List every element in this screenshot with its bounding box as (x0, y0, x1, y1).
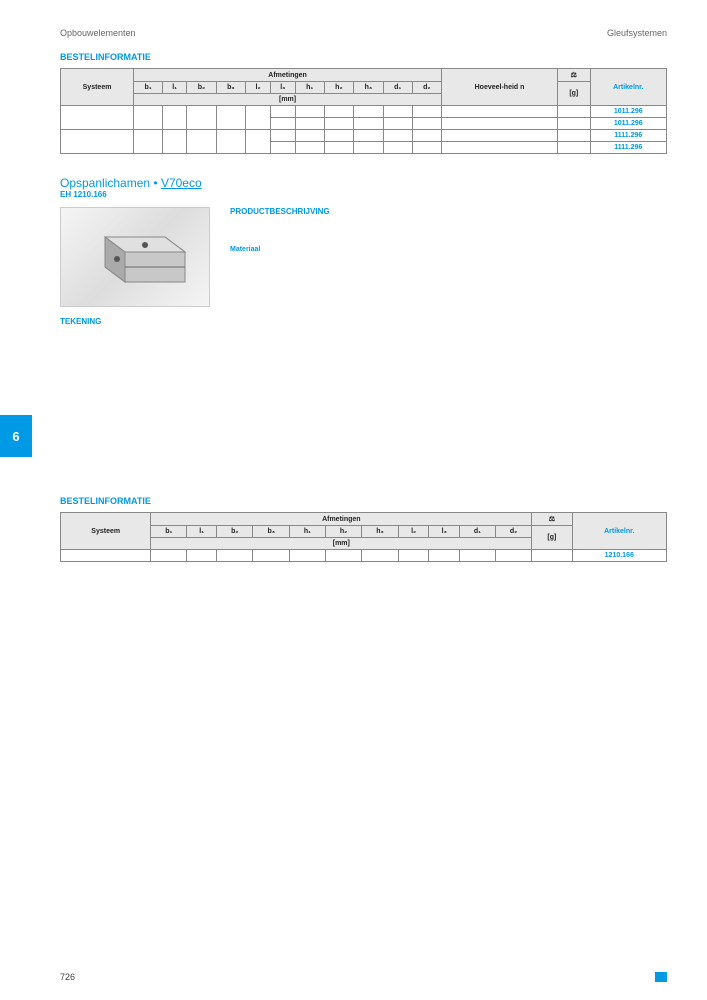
table-row: 1011.296 (61, 106, 667, 118)
t2-head-art: Artikelnr. (572, 513, 666, 550)
t1-head-system: Systeem (61, 69, 134, 106)
article-link[interactable]: 1011.296 (590, 118, 666, 130)
product-title: Opspanlichamen • V70eco (60, 176, 667, 190)
article-link[interactable]: 1111.296 (590, 142, 666, 154)
t1-head-art: Artikelnr. (590, 69, 666, 106)
t1-col: h₃ (354, 82, 384, 94)
t2-dim-unit: [mm] (151, 538, 532, 550)
t2-col: l₃ (429, 526, 460, 538)
t1-col: h₂ (324, 82, 353, 94)
tekening-head: TEKENING (60, 317, 667, 326)
t2-col: l₂ (398, 526, 428, 538)
article-link[interactable]: 1111.296 (590, 130, 666, 142)
t2-col: h₂ (325, 526, 361, 538)
section2-title: BESTELINFORMATIE (60, 496, 667, 506)
cube-icon (75, 217, 195, 297)
t1-head-afm: Afmetingen (134, 69, 442, 82)
product-title-pre: Opspanlichamen (60, 176, 150, 190)
product-title-sep: • (150, 176, 161, 190)
t1-head-weight: ⚖ (558, 69, 591, 82)
t2-col: d₁ (460, 526, 496, 538)
t2-col: h₃ (362, 526, 399, 538)
t1-col: l₃ (270, 82, 295, 94)
t2-col: b₃ (253, 526, 290, 538)
section1-title: BESTELINFORMATIE (60, 52, 667, 62)
article-link[interactable]: 1210.166 (572, 550, 666, 562)
t1-col: b₂ (187, 82, 216, 94)
t1-head-hoev: Hoeveel-heid n (442, 69, 558, 106)
header-left: Opbouwelementen (60, 28, 136, 38)
table-row: 1111.296 (61, 130, 667, 142)
page-footer: 726 (60, 972, 667, 982)
t2-col: b₂ (217, 526, 253, 538)
product-material-head: Materiaal (230, 246, 667, 253)
product-desc-head: PRODUCTBESCHRIJVING (230, 207, 667, 216)
product-title-link[interactable]: V70eco (161, 176, 202, 190)
page-header: Opbouwelementen Gleufsystemen (60, 28, 667, 38)
t1-col: b₃ (216, 82, 246, 94)
table2: Systeem Afmetingen ⚖ Artikelnr. b₁ l₁ b₂… (60, 512, 667, 562)
t2-col: b₁ (151, 526, 187, 538)
t1-col: l₂ (246, 82, 271, 94)
t1-weight-unit: [g] (558, 82, 591, 106)
t2-head-weight: ⚖ (532, 513, 572, 526)
footer-logo-icon (655, 972, 667, 982)
t2-col: h₁ (290, 526, 326, 538)
t1-col: d₁ (383, 82, 412, 94)
product-image (60, 207, 210, 307)
t2-col: l₁ (187, 526, 217, 538)
t1-col: b₁ (134, 82, 163, 94)
t2-weight-unit: [g] (532, 526, 572, 550)
header-right: Gleufsystemen (607, 28, 667, 38)
table1: Systeem Afmetingen Hoeveel-heid n ⚖ Arti… (60, 68, 667, 154)
page-number: 726 (60, 972, 75, 982)
t1-dim-unit: [mm] (134, 94, 442, 106)
t2-col: d₂ (495, 526, 531, 538)
table-row: 1210.166 (61, 550, 667, 562)
t1-col: l₁ (163, 82, 187, 94)
t2-head-afm: Afmetingen (151, 513, 532, 526)
t1-col: d₂ (412, 82, 441, 94)
t1-col: h₁ (295, 82, 324, 94)
product-sub: EH 1210.166 (60, 190, 667, 199)
article-link[interactable]: 1011.296 (590, 106, 666, 118)
t2-head-system: Systeem (61, 513, 151, 550)
